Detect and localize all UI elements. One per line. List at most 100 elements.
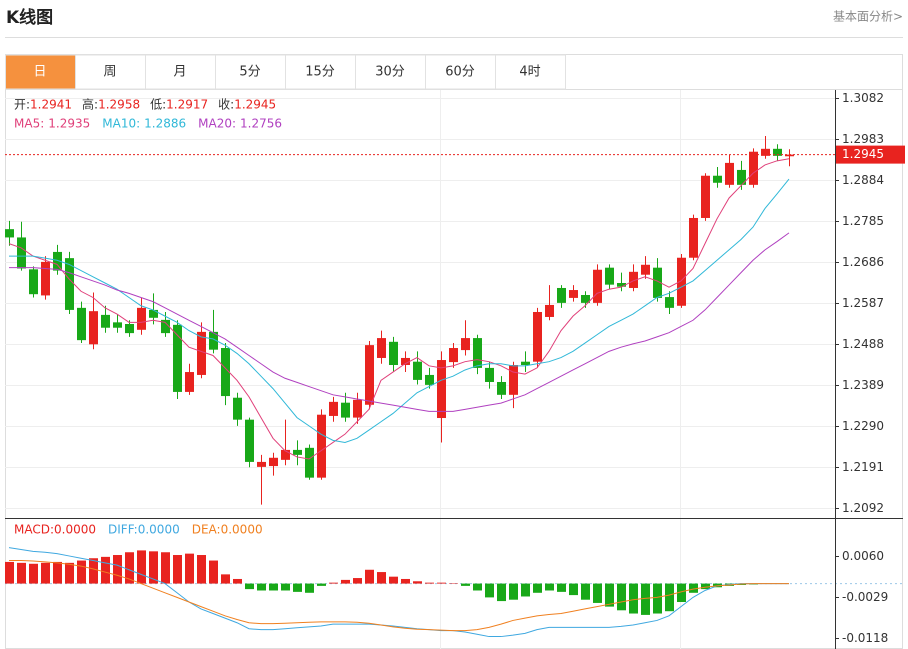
y-tick-label: 0.0060 — [842, 549, 884, 563]
macd-bar — [329, 582, 338, 584]
candle-body — [197, 331, 206, 375]
y-tick-label: -0.0118 — [842, 631, 888, 645]
legend-name: MA10: — [102, 117, 140, 131]
y-tick-label: 1.2785 — [842, 214, 884, 228]
fundamentals-link[interactable]: 基本面分析> — [833, 10, 903, 24]
tab[interactable] — [5, 54, 76, 90]
macd-bar — [17, 562, 26, 584]
tab-label[interactable]: 15分 — [305, 65, 335, 80]
macd-bar — [197, 555, 206, 584]
plot: 1.3082 1.2983 1.2884 1.2785 1.2686 1.2587 1.24… — [5, 91, 905, 645]
candle-body — [413, 361, 422, 380]
legend-name: DEA: — [192, 523, 221, 537]
macd-bar — [149, 551, 158, 584]
candle-body — [173, 324, 182, 392]
indicator-line — [8, 158, 790, 460]
macd-bar — [245, 583, 254, 590]
macd-bar — [389, 576, 398, 584]
macd-bar — [461, 583, 470, 586]
candle-body — [725, 162, 734, 185]
ohlc-name: 高: — [82, 97, 98, 112]
macd-bar — [113, 555, 122, 584]
legend-value: 0.0000 — [221, 523, 263, 537]
legend-value: 0.0000 — [138, 523, 180, 537]
macd-bar — [29, 563, 38, 584]
last-price-label: 1.2945 — [842, 147, 884, 161]
tab-label[interactable]: 周 — [103, 65, 116, 80]
candle-body — [185, 372, 194, 392]
tab[interactable] — [215, 54, 286, 90]
y-tick-label: 1.2884 — [842, 173, 884, 187]
candle-body — [617, 282, 626, 287]
candle-body — [437, 360, 446, 419]
tab[interactable] — [355, 54, 426, 90]
macd-bar — [5, 561, 14, 584]
y-tick-label: 1.2092 — [842, 501, 884, 515]
tab[interactable] — [145, 54, 216, 90]
macd-bar — [281, 583, 290, 591]
indicator-line — [9, 232, 790, 412]
candle-body — [521, 361, 530, 366]
y-tick-label: 1.2983 — [842, 132, 884, 146]
candle-body — [341, 402, 350, 418]
tab-label[interactable]: 60分 — [445, 65, 475, 80]
page-title: K线图 — [6, 7, 53, 28]
macd-bar — [353, 578, 362, 584]
candle-body — [533, 311, 542, 362]
candle-body — [785, 154, 794, 157]
y-tick-label: 1.3082 — [842, 91, 884, 105]
y-tick-label: -0.0029 — [842, 590, 888, 604]
macd-bar — [557, 583, 566, 592]
macd-bar — [293, 583, 302, 592]
candle-body — [569, 290, 578, 298]
legend-name: MACD: — [14, 523, 54, 537]
macd-bar — [605, 583, 614, 607]
candle-body — [485, 367, 494, 382]
candle-body — [221, 348, 230, 397]
macd-bar — [437, 582, 446, 584]
tab-label[interactable]: 4时 — [519, 65, 540, 80]
legend-value: 0.0000 — [54, 523, 96, 537]
macd-bar — [233, 578, 242, 584]
legend-value: 1.2756 — [240, 117, 282, 131]
y-tick-label: 1.2191 — [842, 460, 884, 474]
candle-body — [557, 287, 566, 303]
macd-bar — [161, 552, 170, 584]
candle-body — [245, 419, 254, 462]
legend-value: 1.2886 — [144, 117, 186, 131]
macd-bar — [569, 583, 578, 596]
candle-body — [389, 341, 398, 366]
candle-body — [305, 447, 314, 478]
macd-bar — [173, 555, 182, 584]
tab-label[interactable]: 日 — [33, 65, 46, 80]
macd-bar — [629, 583, 638, 614]
candle-body — [233, 397, 242, 420]
candle-body — [461, 338, 470, 351]
macd-bar — [701, 583, 710, 590]
candle-body — [449, 348, 458, 363]
candle-body — [377, 338, 386, 358]
tab-label[interactable]: 月 — [173, 65, 186, 80]
candle-body — [329, 401, 338, 416]
candle-body — [29, 269, 38, 295]
macd-bar — [65, 562, 74, 584]
last-price-tag — [836, 145, 905, 164]
macd-bar — [665, 583, 674, 612]
legend-value: 1.2935 — [48, 117, 90, 131]
candle-body — [653, 267, 662, 298]
tab[interactable] — [495, 54, 566, 90]
y-tick-label: 1.2488 — [842, 337, 884, 351]
candle-body — [77, 307, 86, 341]
tab-bar: 日 周 月 5分 15分 30分 60分 4时 — [5, 54, 566, 90]
candle-body — [641, 264, 650, 275]
tab[interactable] — [425, 54, 496, 90]
tab-label[interactable]: 30分 — [375, 65, 405, 80]
tab[interactable] — [285, 54, 356, 90]
candle-body — [773, 148, 782, 156]
ohlc-value: 1.2945 — [234, 98, 276, 112]
candle-body — [473, 338, 482, 368]
macd-bar — [41, 562, 50, 584]
candle-body — [689, 217, 698, 258]
tab-label[interactable]: 5分 — [239, 65, 260, 80]
macd-bar — [317, 583, 326, 586]
